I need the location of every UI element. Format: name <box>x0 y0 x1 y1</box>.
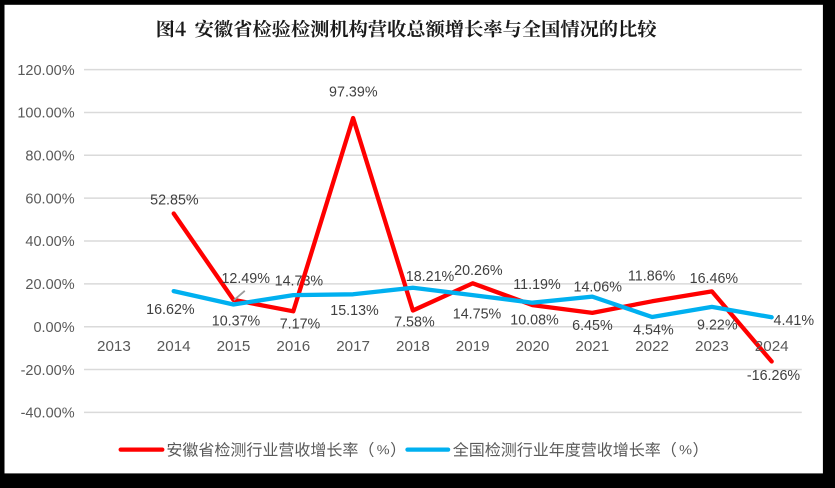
svg-text:0.00%: 0.00% <box>33 320 74 336</box>
svg-text:15.13%: 15.13% <box>330 303 379 319</box>
svg-text:2019: 2019 <box>456 338 490 355</box>
svg-text:9.22%: 9.22% <box>697 318 738 334</box>
svg-text:97.39%: 97.39% <box>329 85 378 101</box>
svg-text:2017: 2017 <box>336 338 370 355</box>
svg-text:2016: 2016 <box>276 338 310 355</box>
svg-text:10.08%: 10.08% <box>510 312 559 328</box>
svg-text:10.37%: 10.37% <box>212 313 261 329</box>
svg-text:4.41%: 4.41% <box>774 313 815 329</box>
svg-text:16.46%: 16.46% <box>690 271 739 287</box>
svg-text:11.86%: 11.86% <box>628 268 676 284</box>
svg-text:120.00%: 120.00% <box>17 63 74 79</box>
svg-text:2015: 2015 <box>217 338 251 355</box>
svg-text:18.21%: 18.21% <box>406 269 455 285</box>
svg-text:52.85%: 52.85% <box>150 192 199 208</box>
svg-text:40.00%: 40.00% <box>25 234 74 250</box>
svg-text:20.26%: 20.26% <box>454 263 503 279</box>
svg-text:7.58%: 7.58% <box>394 314 435 330</box>
svg-text:-40.00%: -40.00% <box>21 406 75 422</box>
svg-text:12.49%: 12.49% <box>221 271 270 287</box>
svg-text:2022: 2022 <box>635 338 669 355</box>
svg-text:100.00%: 100.00% <box>17 106 74 122</box>
svg-text:2020: 2020 <box>516 338 550 355</box>
svg-text:4.54%: 4.54% <box>633 322 674 338</box>
svg-text:14.06%: 14.06% <box>573 279 622 295</box>
svg-text:2023: 2023 <box>695 338 729 355</box>
svg-text:2014: 2014 <box>157 338 191 355</box>
svg-text:2024: 2024 <box>755 338 789 355</box>
svg-text:-16.26%: -16.26% <box>747 368 801 384</box>
svg-text:7.17%: 7.17% <box>280 317 321 333</box>
svg-text:14.73%: 14.73% <box>275 274 324 290</box>
svg-text:2013: 2013 <box>97 338 131 355</box>
svg-text:60.00%: 60.00% <box>25 191 74 207</box>
svg-text:6.45%: 6.45% <box>572 318 613 334</box>
svg-text:2018: 2018 <box>396 338 430 355</box>
svg-text:11.19%: 11.19% <box>513 277 561 293</box>
svg-text:16.62%: 16.62% <box>146 302 195 318</box>
svg-text:14.75%: 14.75% <box>453 307 502 323</box>
svg-text:20.00%: 20.00% <box>25 277 74 293</box>
svg-text:80.00%: 80.00% <box>25 149 74 165</box>
svg-text:2021: 2021 <box>575 338 609 355</box>
svg-text:-20.00%: -20.00% <box>21 363 75 379</box>
